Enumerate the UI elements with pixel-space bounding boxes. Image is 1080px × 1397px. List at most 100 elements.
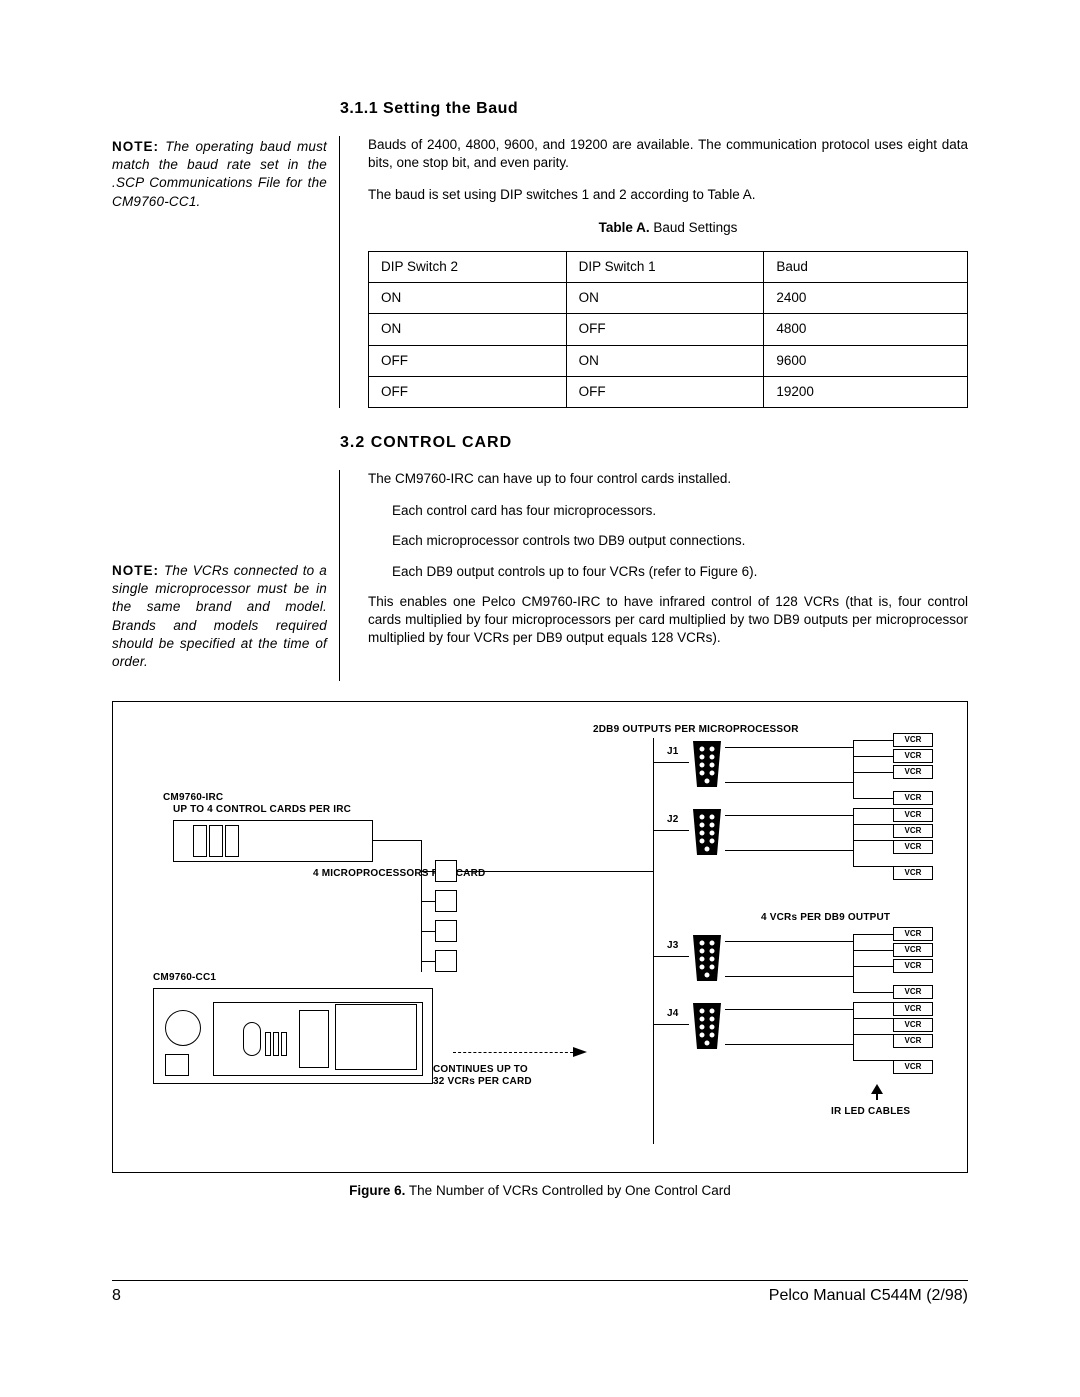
fig-label-cont2: 32 VCRs PER CARD <box>433 1076 532 1087</box>
mp-sq <box>435 950 457 972</box>
conn-line <box>853 1002 854 1060</box>
vcr-box: VCR <box>893 733 933 747</box>
irc-slot <box>225 825 239 857</box>
conn-line <box>457 871 653 872</box>
table-row: ON ON 2400 <box>369 283 968 314</box>
bullet: Each microprocessor controls two DB9 out… <box>392 532 968 550</box>
bullet: Each control card has four microprocesso… <box>392 502 968 520</box>
heading-32: 3.2 CONTROL CARD <box>340 434 968 452</box>
j-label: J3 <box>667 940 679 951</box>
table-row: DIP Switch 2 DIP Switch 1 Baud <box>369 251 968 282</box>
cc1-slot <box>281 1032 287 1056</box>
main-col-32: The CM9760-IRC can have up to four contr… <box>368 470 968 681</box>
mp-sq <box>435 890 457 912</box>
conn-line <box>853 992 893 993</box>
td: OFF <box>566 376 764 407</box>
irc-slot <box>193 825 207 857</box>
mp-sq <box>435 920 457 942</box>
j-label: J2 <box>667 814 679 825</box>
conn-line <box>853 824 893 825</box>
conn-line <box>653 762 689 763</box>
vcr-box: VCR <box>893 840 933 854</box>
td: 2400 <box>764 283 968 314</box>
conn-line <box>653 956 689 957</box>
arrow-right-icon <box>573 1045 589 1064</box>
conn-line <box>853 756 893 757</box>
page-footer: 8 Pelco Manual C544M (2/98) <box>112 1280 968 1305</box>
conn-line <box>725 815 853 816</box>
page-number: 8 <box>112 1287 121 1305</box>
bullet: Each DB9 output controls up to four VCRs… <box>392 563 968 581</box>
th: DIP Switch 2 <box>369 251 567 282</box>
j-label: J1 <box>667 746 679 757</box>
db9-icon <box>689 807 725 857</box>
dashed-line <box>453 1052 573 1053</box>
conn-line <box>725 1044 853 1045</box>
cc1-slot <box>299 1010 329 1068</box>
vcr-box: VCR <box>893 959 933 973</box>
conn-line <box>853 1018 893 1019</box>
figure-6-box: 2DB9 OUTPUTS PER MICROPROCESSOR CM9760-I… <box>112 701 968 1173</box>
td: ON <box>369 283 567 314</box>
vcr-box: VCR <box>893 824 933 838</box>
vcr-box: VCR <box>893 749 933 763</box>
conn-line <box>853 966 893 967</box>
conn-line <box>725 1009 853 1010</box>
table-row: OFF OFF 19200 <box>369 376 968 407</box>
vcr-box: VCR <box>893 1002 933 1016</box>
figure-6-caption-rest: The Number of VCRs Controlled by One Con… <box>405 1183 730 1198</box>
para-311-2: The baud is set using DIP switches 1 and… <box>368 186 968 204</box>
vcr-box: VCR <box>893 866 933 880</box>
conn-line <box>421 871 435 872</box>
fig-label-4vcr: 4 VCRs PER DB9 OUTPUT <box>761 912 890 923</box>
vcr-box: VCR <box>893 927 933 941</box>
note-col-32: NOTE: The VCRs connected to a single mic… <box>112 470 340 681</box>
td: ON <box>566 283 764 314</box>
para-311-1: Bauds of 2400, 4800, 9600, and 19200 are… <box>368 136 968 172</box>
heading-311: 3.1.1 Setting the Baud <box>340 100 968 118</box>
vcr-box: VCR <box>893 791 933 805</box>
conn-line <box>853 1034 893 1035</box>
cc1-port <box>165 1054 189 1076</box>
conn-line <box>653 830 689 831</box>
note-32-text: The VCRs connected to a single microproc… <box>112 563 327 669</box>
vcr-box: VCR <box>893 1034 933 1048</box>
td: 4800 <box>764 314 968 345</box>
db9-icon <box>689 1001 725 1051</box>
td: 9600 <box>764 345 968 376</box>
conn-line <box>725 941 853 942</box>
cc1-grid <box>335 1004 417 1070</box>
table-row: ON OFF 4800 <box>369 314 968 345</box>
vcr-box: VCR <box>893 1060 933 1074</box>
conn-line <box>421 901 435 902</box>
fig-label-irc1: CM9760-IRC <box>163 792 223 803</box>
conn-line <box>853 1002 893 1003</box>
mp-sq <box>435 860 457 882</box>
td: ON <box>566 345 764 376</box>
conn-line <box>421 961 435 962</box>
cc1-slot <box>273 1032 279 1056</box>
table-a-caption: Table A. Baud Settings <box>368 219 968 237</box>
table-row: OFF ON 9600 <box>369 345 968 376</box>
fig-label-mp: 4 MICROPROCESSORS PER CARD <box>313 868 485 879</box>
fig-label-top: 2DB9 OUTPUTS PER MICROPROCESSOR <box>593 724 799 735</box>
vcr-box: VCR <box>893 943 933 957</box>
arrow-up-icon <box>871 1084 883 1105</box>
note-col-311: NOTE: The operating baud must match the … <box>112 136 340 408</box>
conn-line <box>725 747 853 748</box>
cc1-slot <box>265 1032 271 1056</box>
th: DIP Switch 1 <box>566 251 764 282</box>
th: Baud <box>764 251 968 282</box>
irc-slot <box>209 825 223 857</box>
vcr-box: VCR <box>893 808 933 822</box>
conn-line <box>853 772 893 773</box>
td: ON <box>369 314 567 345</box>
conn-line <box>653 738 654 1144</box>
conn-line <box>853 1060 893 1061</box>
note-32: NOTE: The VCRs connected to a single mic… <box>112 562 327 671</box>
note-311: NOTE: The operating baud must match the … <box>112 138 327 211</box>
db9-icon <box>689 933 725 983</box>
conn-line <box>853 934 854 992</box>
db9-icon <box>689 739 725 789</box>
conn-line <box>725 976 853 977</box>
